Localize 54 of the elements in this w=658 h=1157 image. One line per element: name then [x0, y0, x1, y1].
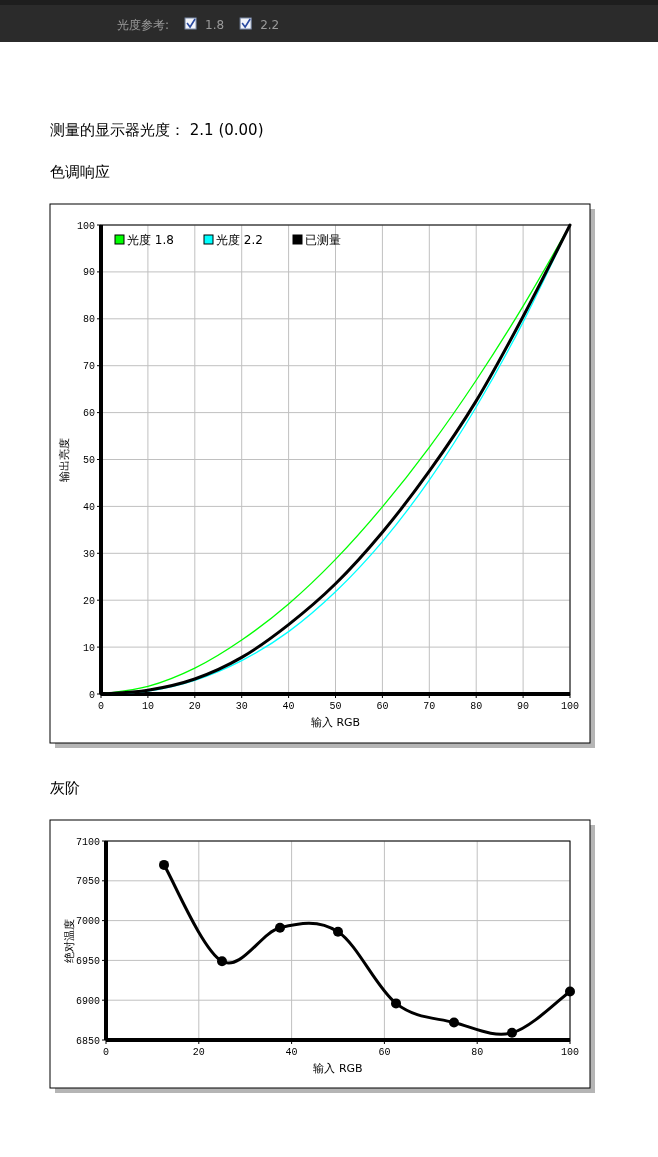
- x-axis-title: 输入 RGB: [313, 1062, 363, 1075]
- y-tick-label: 0: [88, 689, 95, 701]
- y-tick-label: 40: [82, 501, 95, 513]
- x-tick-label: 30: [235, 701, 248, 712]
- y-axis-title: 输出亮度: [58, 437, 71, 482]
- x-tick-label: 0: [102, 1047, 110, 1058]
- legend-label: 光度 2.2: [216, 233, 263, 247]
- chart-title: 色调响应: [50, 163, 110, 181]
- y-tick-label: 7100: [75, 836, 100, 848]
- y-tick-label: 7000: [75, 916, 100, 928]
- x-tick-label: 60: [376, 701, 389, 712]
- y-tick-label: 90: [82, 267, 95, 279]
- point: [565, 986, 575, 997]
- x-tick-label: 100: [560, 701, 580, 712]
- y-tick-label: 30: [82, 548, 95, 560]
- chart-title: 灰阶: [50, 779, 80, 797]
- point: [275, 922, 285, 933]
- y-tick-label: 6900: [75, 995, 100, 1007]
- y-tick-label: 6950: [75, 955, 100, 967]
- x-tick-label: 70: [423, 701, 436, 712]
- x-tick-label: 60: [378, 1047, 391, 1058]
- point: [507, 1027, 517, 1038]
- x-tick-label: 50: [329, 701, 342, 712]
- x-tick-label: 90: [517, 701, 530, 712]
- x-tick-label: 40: [282, 701, 295, 712]
- y-tick-label: 100: [76, 220, 95, 232]
- y-tick-label: 50: [82, 455, 95, 466]
- x-tick-label: 100: [560, 1047, 580, 1058]
- y-axis-title: 绝对温度: [63, 918, 76, 963]
- x-tick-label: 20: [188, 701, 201, 712]
- y-tick-label: 7050: [75, 876, 100, 888]
- x-axis-title: 输入 RGB: [310, 716, 361, 729]
- legend-label: 光度 1.8: [127, 233, 174, 247]
- x-tick-label: 20: [192, 1047, 205, 1058]
- y-tick-label: 60: [82, 408, 95, 420]
- text: 光度参考:: [117, 18, 170, 32]
- x-tick-label: 10: [141, 701, 154, 712]
- y-tick-label: 6850: [75, 1035, 100, 1047]
- legend-label: 已测量: [305, 233, 341, 247]
- point: [159, 859, 169, 870]
- point: [391, 998, 401, 1009]
- point: [333, 926, 343, 937]
- text: 2.2: [260, 18, 280, 32]
- chart-subtitle: 测量的显示器光度： 2.1 (0.00): [50, 121, 264, 139]
- text: 1.8: [205, 18, 225, 32]
- x-tick-label: 40: [285, 1047, 298, 1058]
- y-tick-label: 10: [82, 642, 95, 654]
- point: [449, 1017, 459, 1028]
- y-tick-label: 20: [82, 595, 95, 607]
- x-tick-label: 80: [471, 1047, 484, 1058]
- y-tick-label: 80: [82, 314, 95, 326]
- x-tick-label: 80: [470, 701, 483, 712]
- y-tick-label: 70: [82, 361, 95, 373]
- point: [217, 956, 227, 967]
